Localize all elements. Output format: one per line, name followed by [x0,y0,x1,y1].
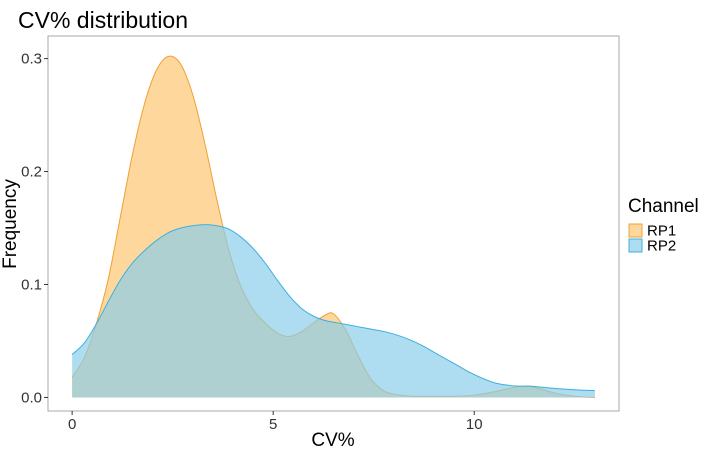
legend-key-rp2 [628,238,643,253]
density-line-rp2 [71,224,595,392]
y-tick-label: 0.0 [21,389,42,406]
x-tick-label: 0 [68,416,76,433]
x-tick-label: 10 [466,416,483,433]
legend-label-rp1: RP1 [647,223,676,240]
legend-title: Channel [628,196,699,217]
density-areas [71,55,595,398]
y-axis-title: Frequency [0,179,21,269]
density-area-rp2 [72,224,595,398]
y-tick-label: 0.2 [21,164,42,181]
x-axis-title: CV% [311,430,354,451]
legend-key-rp1 [628,223,643,238]
plot-panel [47,35,620,412]
y-axis-ticks: 0.0 0.1 0.2 0.3 [21,51,48,406]
y-tick-label: 0.1 [21,276,42,293]
legend-label-rp2: RP2 [647,238,676,255]
x-tick-label: 5 [269,416,277,433]
chart-title: CV% distribution [18,7,188,33]
x-axis-ticks: 0 5 10 [68,411,483,433]
y-tick-label: 0.3 [21,51,42,68]
